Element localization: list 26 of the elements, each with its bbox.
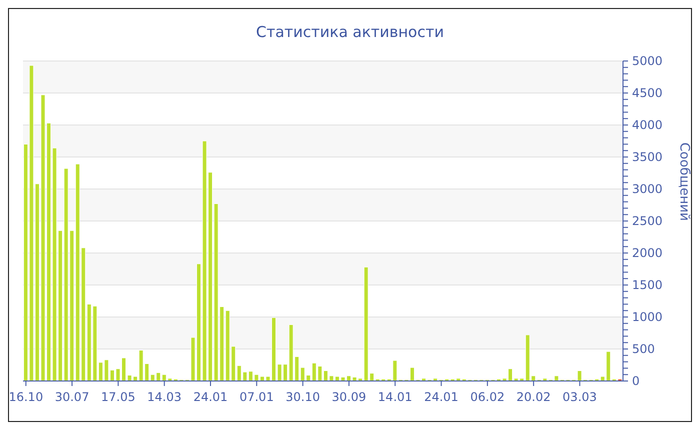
y-tick-label: 2500 bbox=[632, 214, 663, 228]
x-tick-label: 30.09 bbox=[332, 390, 366, 404]
x-tick-label: 17.05 bbox=[101, 390, 136, 404]
x-tick-label: 30.10 bbox=[286, 390, 320, 404]
x-tick-label: 24.01 bbox=[424, 390, 458, 404]
y-tick-label: 0 bbox=[632, 374, 640, 388]
y-axis-title: Сообщений bbox=[676, 142, 692, 221]
x-tick-label: 06.02 bbox=[470, 390, 505, 404]
y-tick-label: 4000 bbox=[632, 118, 663, 132]
x-tick-label: 14.01 bbox=[378, 390, 412, 404]
x-tick-label: 07.01 bbox=[239, 390, 274, 404]
y-tick-label: 4500 bbox=[632, 86, 663, 100]
y-tick-label: 1500 bbox=[632, 278, 663, 292]
y-tick-label: 2000 bbox=[632, 246, 663, 260]
y-tick-label: 1000 bbox=[632, 310, 663, 324]
x-tick-label: 30.07 bbox=[54, 390, 90, 404]
y-tick-label: 3000 bbox=[632, 182, 663, 196]
x-tick-label: 14.03 bbox=[147, 390, 182, 404]
x-tick-label: 24.01 bbox=[193, 390, 228, 404]
y-tick-label: 3500 bbox=[632, 150, 663, 164]
y-tick-label: 5000 bbox=[632, 54, 663, 68]
x-tick-label: 03.03 bbox=[562, 390, 597, 404]
chart-title: Статистика активности bbox=[255, 22, 445, 41]
x-tick-label: 16.10 bbox=[8, 390, 44, 404]
x-tick-label: 20.02 bbox=[516, 390, 551, 404]
y-tick-label: 500 bbox=[632, 342, 655, 356]
